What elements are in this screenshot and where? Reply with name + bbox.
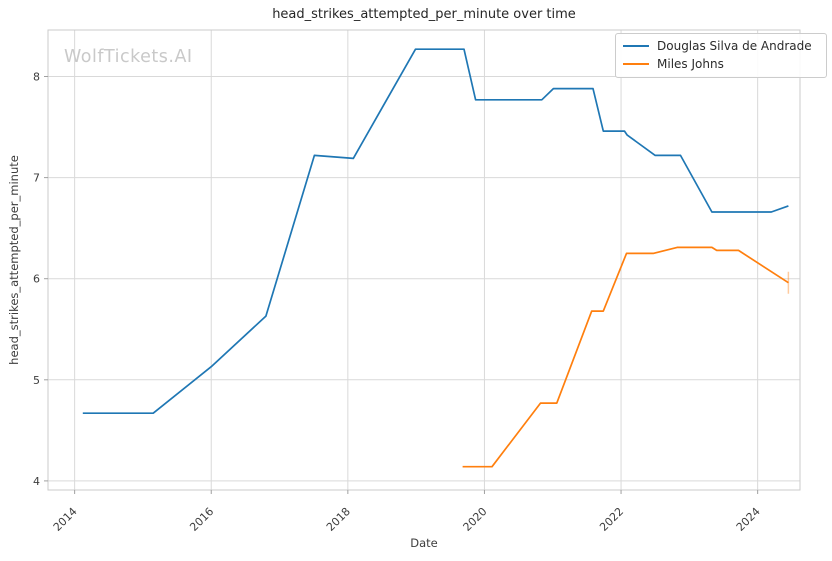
y-tick-label: 5 (33, 374, 40, 387)
plot-border (47, 29, 801, 491)
series-line-1 (462, 246, 789, 468)
y-tick-label: 8 (33, 71, 40, 84)
series-line-0 (82, 48, 789, 415)
y-axis-label: head_strikes_attempted_per_minute (7, 155, 21, 365)
y-tick-label: 6 (33, 273, 40, 286)
legend-line-swatch-1 (623, 63, 649, 65)
legend-item: Douglas Silva de Andrade (623, 39, 818, 53)
chart-title: head_strikes_attempted_per_minute over t… (272, 7, 576, 22)
legend-label-1: Miles Johns (657, 57, 724, 71)
x-axis-label: Date (410, 536, 438, 550)
x-tick-label: 2016 (187, 505, 216, 534)
legend-item: Miles Johns (623, 57, 818, 71)
y-tick-label: 7 (33, 172, 40, 185)
legend-line-swatch-0 (623, 45, 649, 47)
legend-label-0: Douglas Silva de Andrade (657, 39, 812, 53)
x-tick-label: 2018 (324, 505, 353, 534)
x-tick-label: 2014 (51, 505, 80, 534)
x-tick-label: 2024 (734, 505, 763, 534)
legend: Douglas Silva de Andrade Miles Johns (615, 33, 827, 78)
y-tick-label: 4 (33, 475, 40, 488)
x-tick-label: 2022 (597, 505, 626, 534)
watermark: WolfTickets.AI (64, 47, 193, 67)
x-tick-label: 2020 (461, 505, 490, 534)
